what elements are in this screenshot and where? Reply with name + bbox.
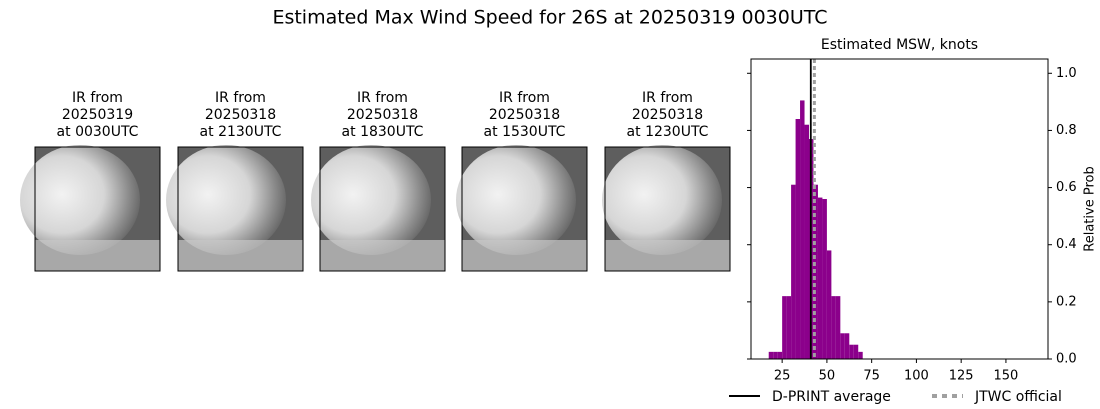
panel-label: IR from <box>642 90 693 106</box>
ir-cloud <box>311 145 431 255</box>
panel-label: IR from <box>499 90 550 106</box>
bar <box>835 296 841 359</box>
bar <box>800 100 805 359</box>
ir-cloud-band <box>320 240 445 271</box>
ir-frame <box>34 146 161 272</box>
bar <box>768 351 774 359</box>
panel-label: IR from <box>72 90 123 106</box>
bar <box>791 184 796 359</box>
bar <box>826 250 832 359</box>
y-tick-label: 0.0 <box>1056 352 1077 367</box>
ir-cloud-band <box>35 240 160 271</box>
x-tick-label: 50 <box>819 369 836 384</box>
panel-label: 20250318 <box>205 107 276 123</box>
ir-cloud <box>20 145 140 255</box>
axes-frame <box>750 58 1049 360</box>
ir-cloud-band <box>462 240 587 271</box>
bar <box>782 296 787 359</box>
ir-frame <box>604 146 731 272</box>
x-tick-label: 75 <box>863 369 880 384</box>
ir-cloud <box>602 145 722 255</box>
panel-label: 20250319 <box>62 107 133 123</box>
ir-frame <box>319 146 446 272</box>
axes-title: Estimated MSW, knots <box>821 37 978 53</box>
bar <box>853 344 859 359</box>
bar <box>858 351 863 359</box>
bar <box>777 351 783 359</box>
x-tick-label: 25 <box>774 369 791 384</box>
bar <box>844 333 850 359</box>
bar <box>804 124 810 359</box>
legend-label: D-PRINT average <box>772 389 891 405</box>
panel-label: IR from <box>357 90 408 106</box>
y-tick-label: 1.0 <box>1056 66 1077 81</box>
legend-label: JTWC official <box>974 389 1062 405</box>
histogram: Estimated MSW, knots Relative Prob D-PRINT… <box>729 37 1098 405</box>
bar <box>795 119 801 359</box>
y-tick-label: 0.8 <box>1056 123 1077 138</box>
panel-label: 20250318 <box>347 107 418 123</box>
bar <box>817 197 823 359</box>
x-tick-label: 100 <box>904 369 929 384</box>
ir-cloud <box>456 145 576 255</box>
panel-label: 20250318 <box>632 107 703 123</box>
ir-frame <box>461 146 588 272</box>
x-tick-label: 125 <box>949 369 974 384</box>
ir-cloud-band <box>605 240 730 271</box>
x-tick-label: 150 <box>994 369 1019 384</box>
panel-label: at 2130UTC <box>200 124 282 140</box>
panel-label: at 1830UTC <box>342 124 424 140</box>
panel-label: at 0030UTC <box>57 124 139 140</box>
ir-cloud <box>166 145 286 255</box>
bar <box>786 296 792 359</box>
y-tick-label: 0.4 <box>1056 237 1077 252</box>
figure-title: Estimated Max Wind Speed for 26S at 2025… <box>272 7 827 29</box>
panel-label: at 1230UTC <box>627 124 709 140</box>
y-tick-label: 0.6 <box>1056 180 1077 195</box>
bar <box>822 199 827 359</box>
panel-label: IR from <box>215 90 266 106</box>
panel-label: 20250318 <box>489 107 560 123</box>
ir-cloud-band <box>178 240 303 271</box>
y-axis-label: Relative Prob <box>1083 166 1098 251</box>
y-tick-label: 0.2 <box>1056 294 1077 309</box>
panel-label: at 1530UTC <box>484 124 566 140</box>
ir-frame <box>177 146 304 272</box>
bar <box>831 296 836 359</box>
bar <box>849 344 854 359</box>
bar <box>840 333 845 359</box>
bar <box>773 351 778 359</box>
